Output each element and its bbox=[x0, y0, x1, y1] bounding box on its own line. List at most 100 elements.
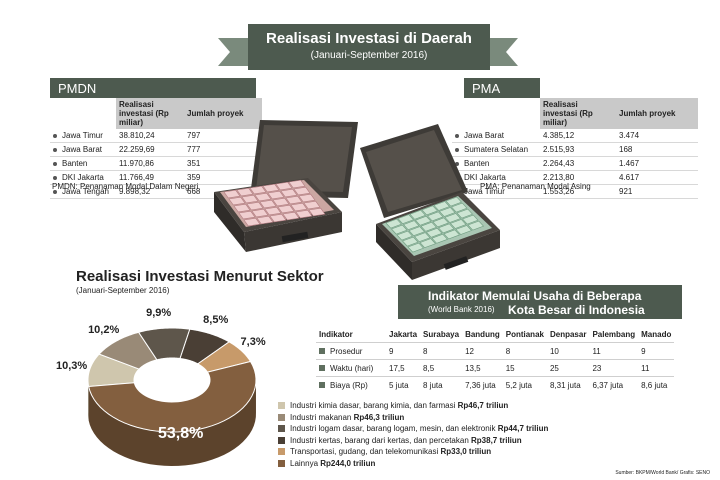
indikator-name-label: Biaya (Rp) bbox=[330, 380, 368, 390]
indikator-value: 8,5 bbox=[420, 359, 463, 377]
indikator-row: Biaya (Rp) 5 juta 8 juta 7,36 juta 5,2 juta 8… bbox=[316, 376, 675, 393]
legend-amount: Rp244,0 triliun bbox=[320, 458, 376, 468]
banknote-icon bbox=[456, 208, 473, 219]
pma-tag: PMA bbox=[464, 78, 540, 99]
banknote-icon bbox=[396, 230, 413, 241]
pma-row: Sumatera Selatan 2.515,93 168 bbox=[452, 142, 698, 157]
pmdn-row: Jawa Barat 22.259,69 777 bbox=[50, 142, 262, 157]
pmdn-value: 11.970,86 bbox=[116, 156, 184, 171]
banknote-icon bbox=[402, 220, 420, 231]
banknote-icon bbox=[288, 179, 306, 189]
banknote-icon bbox=[421, 205, 438, 216]
bullet-icon bbox=[455, 147, 459, 152]
bullet-icon bbox=[53, 189, 57, 194]
bullet-icon bbox=[455, 161, 459, 166]
pma-table: Realisasi investasi (Rp miliar) Jumlah p… bbox=[452, 98, 698, 199]
region-label: Jawa Barat bbox=[464, 131, 505, 140]
legend-item: Transportasi, gudang, dan telekomunikasi… bbox=[278, 446, 578, 458]
briefcase-dollar-icon bbox=[360, 124, 500, 280]
banknote-icon bbox=[409, 209, 426, 220]
banknote-icon bbox=[285, 195, 303, 205]
banknote-icon bbox=[450, 202, 468, 213]
banknote-icon bbox=[444, 213, 461, 223]
city-header: Bandung bbox=[465, 329, 500, 339]
banknote-icon bbox=[267, 190, 285, 200]
bullet-icon bbox=[53, 133, 57, 138]
indikator-value: 13,5 bbox=[462, 359, 503, 377]
banknote-icon bbox=[426, 211, 444, 222]
pmdn-count: 351 bbox=[184, 156, 262, 171]
city-header: Manado bbox=[641, 329, 672, 339]
pmdn-count: 797 bbox=[184, 129, 262, 143]
banknote-icon bbox=[241, 194, 259, 204]
bullet-icon bbox=[53, 161, 57, 166]
pmdn-row: Banten 11.970,86 351 bbox=[50, 156, 262, 171]
pmdn-region: Banten bbox=[50, 156, 116, 171]
pmdn-region: Jawa Barat bbox=[50, 142, 116, 157]
banknote-icon bbox=[282, 211, 300, 221]
pmdn-value: 11.766,49 bbox=[116, 170, 184, 185]
banknote-icon bbox=[401, 236, 419, 247]
donut-slice bbox=[88, 360, 257, 433]
pma-col-value: Realisasi investasi (Rp miliar) bbox=[540, 98, 616, 129]
banknote-icon bbox=[385, 218, 402, 229]
legend-amount: Rp38,7 triliun bbox=[471, 435, 522, 445]
pmdn-row: DKI Jakarta 11.766,49 359 bbox=[50, 170, 262, 185]
city-header: Palembang bbox=[592, 329, 636, 339]
banknote-icon bbox=[293, 186, 311, 196]
pma-count: 168 bbox=[616, 142, 698, 157]
pma-count: 4.617 bbox=[616, 170, 698, 185]
banknote-icon bbox=[298, 193, 316, 203]
banknote-icon bbox=[251, 208, 269, 218]
pmdn-count: 359 bbox=[184, 170, 262, 185]
indikator-value: 15 bbox=[502, 359, 547, 377]
indikator-value: 6,37 juta bbox=[589, 376, 639, 393]
banknote-icon bbox=[246, 201, 264, 211]
pmdn-count: 777 bbox=[184, 142, 262, 157]
chart-title: Realisasi Investasi Menurut Sektor bbox=[76, 268, 324, 285]
indikator-row: Waktu (hari) 17,5 8,5 13,5 15 25 23 11 bbox=[316, 359, 675, 377]
banknote-icon bbox=[303, 200, 321, 210]
indikator-value: 8 bbox=[502, 342, 547, 360]
donut-slice-side bbox=[88, 378, 256, 466]
sector-donut-chart bbox=[87, 327, 257, 466]
indikator-banner: Indikator Memulai Usaha di Beberapa (Wor… bbox=[398, 285, 682, 319]
banknote-icon bbox=[243, 217, 261, 227]
pma-row: Jawa Barat 4.385,12 3.474 bbox=[452, 129, 698, 143]
pmdn-region: DKI Jakarta bbox=[50, 170, 116, 185]
legend-label: Industri kimia dasar, barang kimia, dan … bbox=[290, 401, 456, 410]
donut-slice-side bbox=[88, 378, 89, 421]
slice-percent-label: 9,9% bbox=[146, 307, 172, 320]
source-note: Sumber: BKPM/World Bank/ Grafis: SENO bbox=[615, 470, 710, 476]
banknote-icon bbox=[264, 206, 282, 216]
region-label: Banten bbox=[62, 159, 88, 168]
pmdn-note: PMDN: Penanaman Modal Dalam Negeri bbox=[52, 182, 199, 191]
legend-amount: Rp33,0 triliun bbox=[440, 447, 492, 456]
banknote-icon bbox=[437, 223, 455, 234]
indikator-col-head: Indikator bbox=[319, 329, 353, 339]
region-label: Banten bbox=[464, 159, 490, 168]
indikator-name: Biaya (Rp) bbox=[316, 376, 386, 393]
pma-region: Jawa Barat bbox=[452, 129, 540, 143]
banknote-icon bbox=[455, 225, 472, 235]
indikator-value: 9 bbox=[638, 342, 675, 360]
slice-percent-label: 10,3% bbox=[55, 360, 88, 373]
legend-swatch bbox=[278, 413, 285, 421]
slice-percent-label: 8,5% bbox=[203, 314, 229, 327]
region-label: Sumatera Selatan bbox=[464, 145, 529, 154]
banknote-icon bbox=[254, 192, 272, 202]
pma-region: Banten bbox=[452, 156, 540, 171]
title-banner: Realisasi Investasi di Daerah (Januari-S… bbox=[248, 24, 490, 70]
banknote-icon bbox=[308, 207, 326, 217]
banknote-icon bbox=[233, 203, 251, 213]
legend-item: Industri kertas, barang dari kertas, dan… bbox=[278, 435, 578, 447]
indikator-name-label: Prosedur bbox=[330, 346, 363, 356]
pma-col-count: Jumlah proyek bbox=[616, 98, 698, 129]
square-bullet-icon bbox=[319, 382, 325, 389]
page-title: Realisasi Investasi di Daerah bbox=[266, 30, 472, 47]
banknote-icon bbox=[390, 224, 408, 235]
pma-count: 921 bbox=[616, 184, 698, 199]
pma-value: 4.385,12 bbox=[540, 129, 616, 143]
indikator-name: Waktu (hari) bbox=[316, 359, 386, 377]
slice-percent-label: 53,8% bbox=[158, 425, 204, 442]
